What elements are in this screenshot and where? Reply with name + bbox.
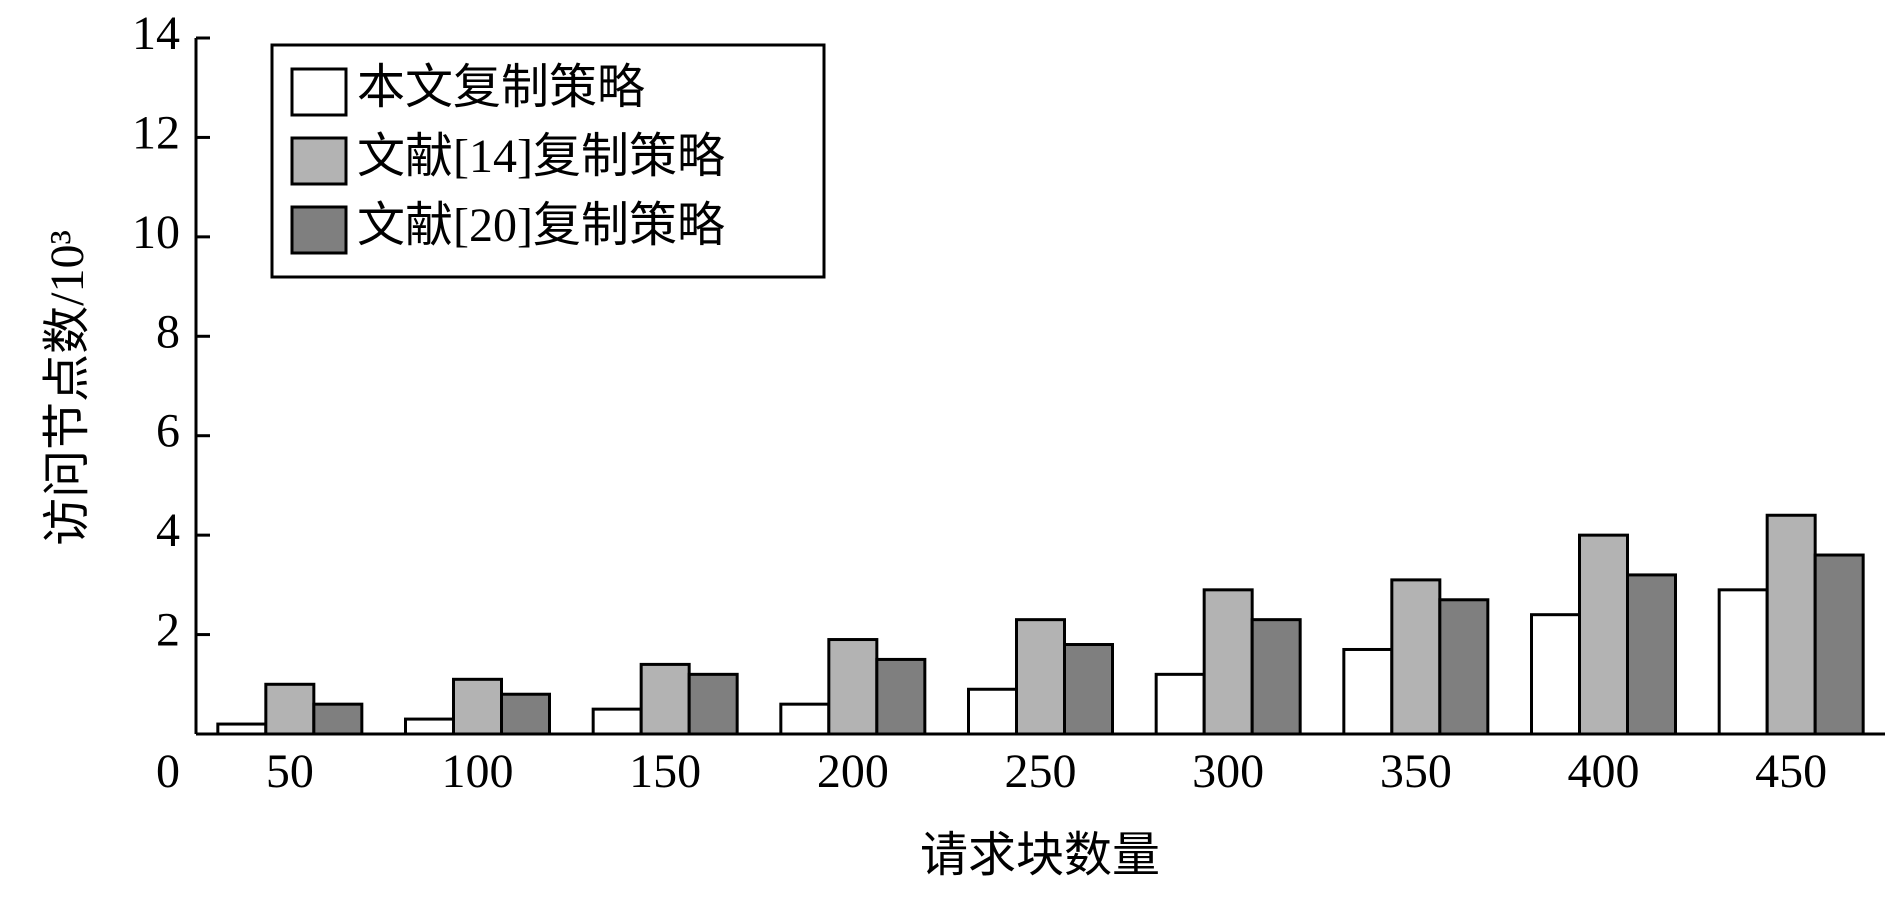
x-tick-label: 400 [1568, 745, 1640, 798]
legend-swatch [290, 136, 348, 186]
bar [264, 682, 316, 736]
legend-label: 文献[20]复制策略 [357, 199, 725, 252]
bar [1202, 588, 1254, 736]
bar [1530, 613, 1581, 736]
bar [1390, 578, 1442, 736]
bar [1717, 588, 1769, 736]
bar [1813, 553, 1865, 736]
bar [1342, 647, 1394, 736]
bar [827, 638, 879, 736]
y-tick-label: 0 [156, 745, 180, 798]
bar [687, 672, 739, 736]
bar [779, 702, 831, 736]
y-axis-title: 访问节点数/10³ [41, 230, 94, 546]
bar [875, 657, 927, 736]
bar [967, 687, 1018, 736]
bar [1015, 618, 1066, 736]
bar [500, 692, 551, 736]
bar [639, 662, 691, 736]
bar [1250, 618, 1302, 736]
x-axis-title: 请求块数量 [920, 829, 1160, 882]
legend-box [270, 43, 826, 279]
legend-swatch [290, 205, 348, 255]
bar [591, 707, 643, 736]
x-tick-label: 450 [1755, 745, 1827, 798]
bar [1154, 672, 1206, 736]
bar [1063, 643, 1114, 736]
legend-label: 本文复制策略 [357, 61, 645, 114]
bar [452, 677, 503, 736]
bar [1626, 573, 1677, 736]
x-tick-label: 350 [1380, 745, 1452, 798]
bar [404, 717, 455, 736]
bar [312, 702, 364, 736]
bar [1438, 598, 1490, 736]
bar [1578, 533, 1629, 736]
x-tick-label: 150 [629, 745, 701, 798]
y-tick-label: 4 [156, 504, 180, 557]
y-tick-label: 2 [156, 604, 180, 657]
y-tick-label: 12 [132, 106, 180, 159]
x-tick-label: 50 [266, 745, 314, 798]
legend-label: 文献[14]复制策略 [357, 130, 725, 183]
y-tick-label: 14 [132, 7, 180, 60]
x-tick-label: 200 [817, 745, 889, 798]
bar [1765, 513, 1817, 736]
x-tick-label: 100 [442, 745, 514, 798]
legend-swatch [290, 67, 348, 117]
y-tick-label: 8 [156, 305, 180, 358]
x-tick-label: 250 [1005, 745, 1077, 798]
x-tick-label: 300 [1192, 745, 1264, 798]
y-tick-label: 6 [156, 405, 180, 458]
y-tick-label: 10 [132, 206, 180, 259]
